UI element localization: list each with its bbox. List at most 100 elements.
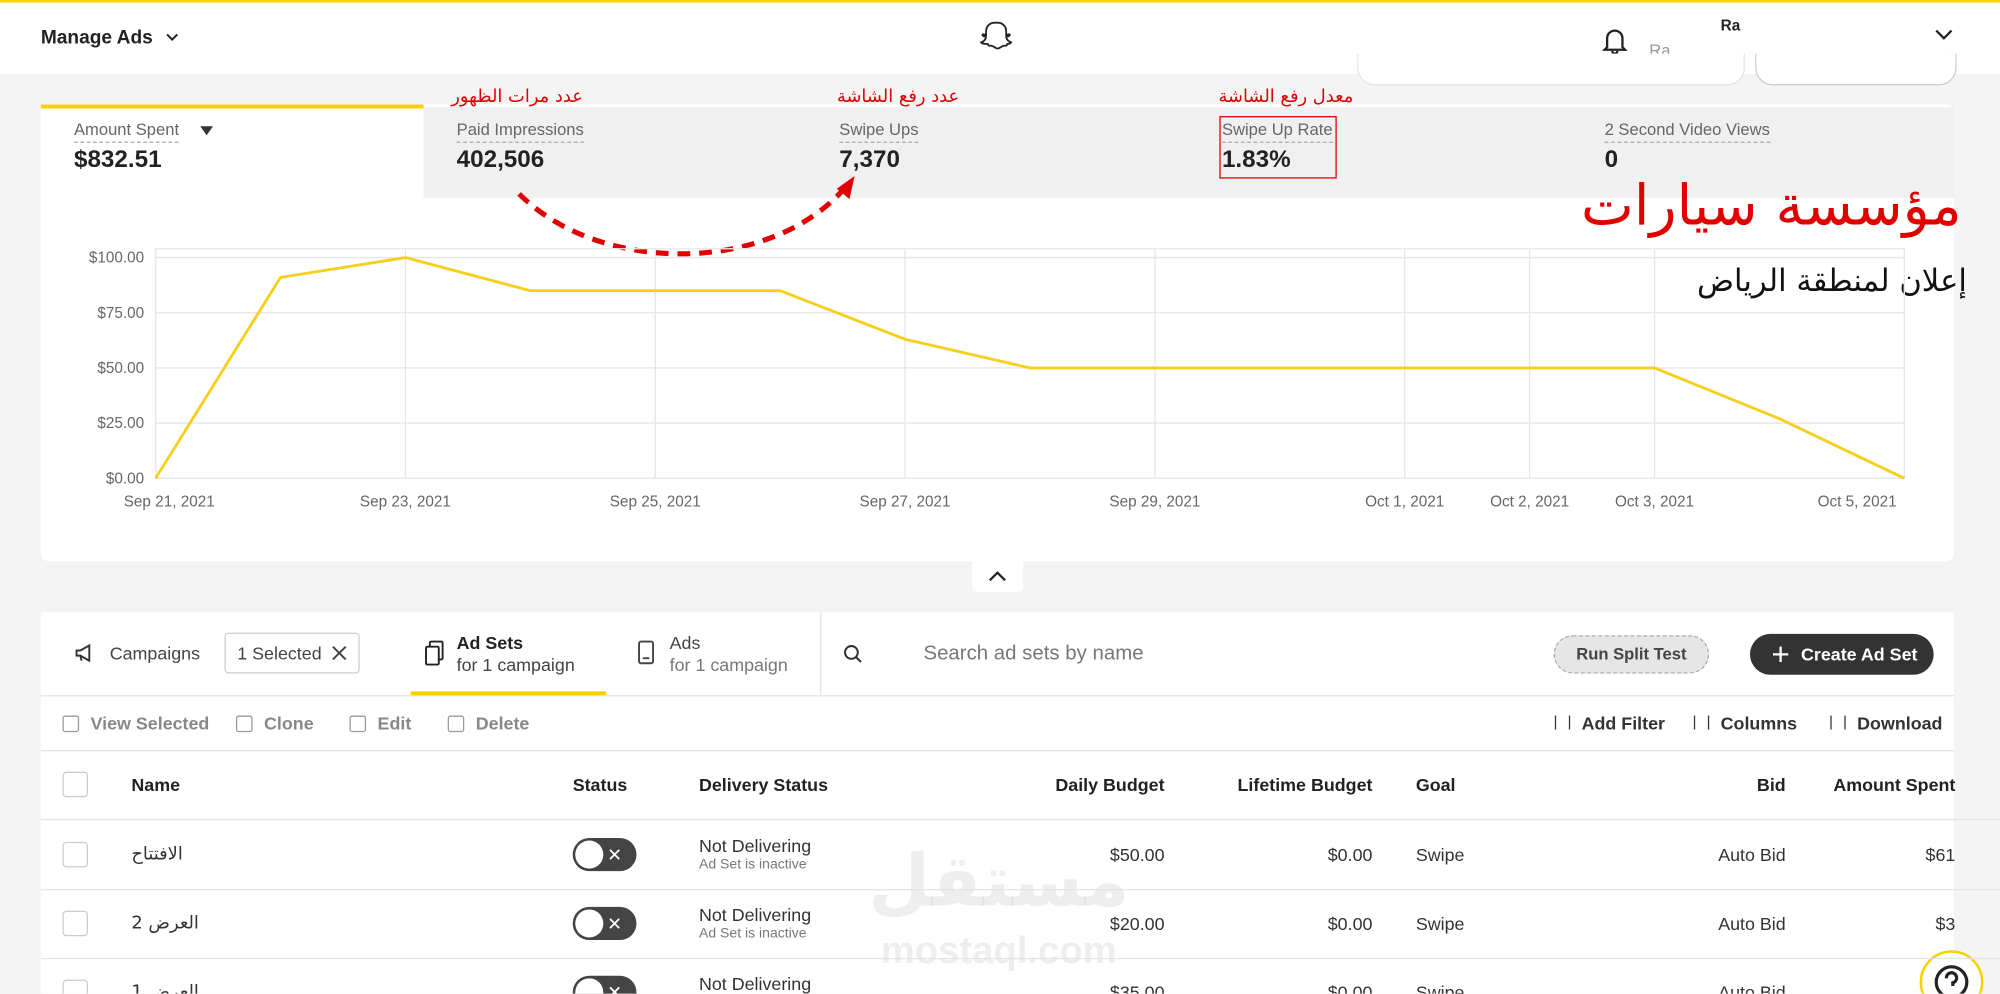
y-tick-label: $0.00 [106,470,144,487]
column-header[interactable]: Goal [1415,774,1456,795]
column-header[interactable]: Lifetime Budget [1237,774,1373,795]
metric-value: $832.51 [73,146,162,174]
active-tab-indicator [410,691,606,696]
toolbar-icon [447,715,465,733]
cell-bid: Auto Bid [1718,982,1786,994]
toolbar-icon [235,715,253,733]
cell-amount: $3 [1935,913,1956,934]
campaigns-tab[interactable]: Campaigns [109,642,201,664]
campaigns-icon [75,643,91,663]
overlay-subtitle: إعلان لمنطقة الرياض [1697,262,1967,299]
row-checkbox[interactable] [62,910,89,937]
toolbar-icon [1830,715,1846,730]
metric-label[interactable]: Amount Spent [73,120,180,143]
cell-bid: Auto Bid [1718,844,1786,865]
page-menu[interactable]: Manage Ads [40,26,153,49]
date-picker[interactable] [1755,53,1957,86]
cell-daily-budget: $35.00 [1109,982,1165,994]
cell-delivery: Not Delivering [698,904,812,925]
x-tick-label: Oct 5, 2021 [1818,493,1897,510]
divider [40,957,2000,960]
toolbar-icon [349,715,367,733]
column-header[interactable]: Status [572,774,628,795]
collapse-icon [988,571,1006,582]
search-icon [844,645,862,663]
row-checkbox[interactable] [62,841,89,868]
split-test-button[interactable] [1553,635,1710,674]
cell-lifetime-budget: $0.00 [1327,982,1373,994]
cell-lifetime-budget: $0.00 [1327,844,1373,865]
toolbar-action[interactable]: Edit [377,713,412,734]
toolbar-icon [1693,715,1710,730]
metric-label[interactable]: Swipe Ups [839,120,919,143]
selected-metric-indicator [40,104,424,109]
metric-value: 1.83% [1221,146,1291,174]
selection-chip-label: 1 Selected [237,642,322,664]
toggle-knob [575,909,604,938]
cell-name: العرض 1 [131,982,199,994]
account-menu-chevron[interactable] [1934,26,1954,44]
cell-name: العرض 2 [131,913,199,934]
toggle-off-mark: ✕ [607,844,623,865]
toolbar-icon [62,715,80,733]
column-header[interactable]: Bid [1756,774,1786,795]
toolbar-action[interactable]: Clone [264,713,314,734]
toolbar-action[interactable]: Delete [475,713,530,734]
column-header[interactable]: Name [131,774,181,795]
y-tick-label: $25.00 [97,415,144,432]
row-checkbox[interactable] [62,979,89,994]
plot-frame [154,248,1905,479]
split-test-label: Run Split Test [1576,644,1687,664]
ad-sets-tab[interactable]: Ad Sets [456,632,524,654]
metric-value: 0 [1604,146,1619,174]
snapchat-logo[interactable] [980,20,1016,56]
toggle-off-mark: ✕ [607,982,623,994]
cell-daily-budget: $50.00 [1109,844,1165,865]
metric-value: 402,506 [456,146,545,174]
metric-value: 7,370 [839,146,900,174]
column-header[interactable]: Daily Budget [1055,774,1165,795]
cell-name: الافتتاح [131,844,183,865]
selection-chip[interactable] [224,632,360,674]
x-tick-label: Sep 27, 2021 [860,493,951,510]
column-header[interactable]: Delivery Status [698,774,829,795]
toolbar-action[interactable]: Download [1857,713,1943,734]
clear-selection[interactable] [332,645,347,661]
x-tick-label: Sep 23, 2021 [360,493,451,510]
annotation-box [1219,116,1337,179]
y-tick-label: $50.00 [97,360,144,377]
toolbar-action[interactable]: Columns [1720,713,1798,734]
metric-label[interactable]: 2 Second Video Views [1604,120,1770,143]
search-input[interactable]: Search ad sets by name [923,642,1144,665]
notifications-icon[interactable] [1602,27,1628,55]
ads-tab[interactable]: Ads [669,632,701,654]
metric-annotation: عدد رفع الشاشة [836,86,960,108]
toolbar-action[interactable]: View Selected [90,713,210,734]
y-tick-label: $100.00 [89,250,144,267]
metric-label[interactable]: Paid Impressions [456,120,584,143]
cell-delivery: Not Delivering [698,835,812,856]
cell-goal: Swipe [1415,982,1465,994]
x-tick-label: Oct 3, 2021 [1615,493,1694,510]
metric-annotation: معدل رفع الشاشة [1218,86,1354,108]
toolbar-action[interactable]: Add Filter [1581,713,1665,734]
column-header[interactable]: Amount Spent [1833,774,1956,795]
toggle-knob [575,978,604,994]
header-checkbox[interactable] [62,771,89,798]
ad-sets-tab-sub: for 1 campaign [456,654,575,675]
metric-label[interactable]: Swipe Up Rate [1221,120,1333,143]
y-tick-label: $75.00 [97,305,144,322]
collapse-chart-button[interactable] [971,561,1023,592]
x-tick-label: Sep 29, 2021 [1109,493,1200,510]
overlay-title: مؤسسة سيارات [1581,173,1962,239]
toggle-off-mark: ✕ [607,913,623,934]
divider [40,818,2000,821]
user-name: Ra [1720,16,1741,35]
plus-icon [1772,646,1789,662]
divider [40,749,1955,752]
watermark-arabic: مستقل [868,840,1130,924]
line [154,256,1905,480]
